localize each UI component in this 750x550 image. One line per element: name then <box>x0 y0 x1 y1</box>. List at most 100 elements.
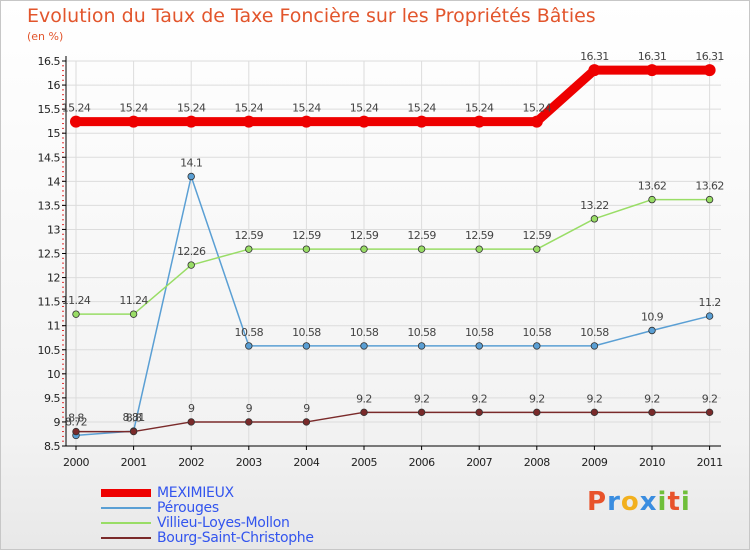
x-tick-label: 2001 <box>121 456 147 469</box>
data-label: 8.72 <box>65 415 87 428</box>
legend-item: Pérouges <box>101 499 314 516</box>
data-point <box>648 326 656 335</box>
data-point <box>473 115 486 128</box>
x-tick-label: 2011 <box>697 456 723 469</box>
y-tick-label: 16 <box>47 79 60 92</box>
data-label: 10.58 <box>580 326 609 339</box>
data-label: 9.2 <box>702 392 718 405</box>
legend-label: Villieu-Loyes-Mollon <box>157 514 290 531</box>
data-label: 9.2 <box>587 392 603 405</box>
data-point <box>300 115 313 128</box>
data-label: 10.58 <box>407 326 436 339</box>
data-label: 12.26 <box>177 245 206 258</box>
data-label: 15.24 <box>119 102 148 115</box>
data-point <box>475 245 483 253</box>
legend: MEXIMIEUX Pérouges Villieu-Loyes-Mollon Bou… <box>101 484 314 546</box>
data-label: 12.59 <box>407 229 436 242</box>
y-axis-unit: (en %) <box>27 30 64 43</box>
data-point <box>703 64 716 77</box>
series-line <box>71 65 715 127</box>
data-point <box>72 427 80 436</box>
y-tick-label: 9 <box>54 416 61 429</box>
data-label: 16.31 <box>638 50 667 63</box>
data-point <box>302 418 311 426</box>
data-label: 15.24 <box>292 102 321 115</box>
data-point <box>360 408 368 417</box>
x-tick-label: 2008 <box>524 456 550 469</box>
data-label: 13.62 <box>638 180 667 193</box>
x-tick-label: 2003 <box>236 456 262 469</box>
data-point <box>648 408 656 417</box>
data-point <box>590 342 599 350</box>
data-point <box>360 245 368 253</box>
logo-letter: r <box>607 487 621 517</box>
data-label: 8.8 <box>68 412 84 425</box>
data-point <box>242 115 255 128</box>
data-label: 15.24 <box>465 102 494 115</box>
data-point <box>360 342 368 350</box>
data-label: 8.8 <box>126 412 142 425</box>
legend-swatch <box>101 506 151 509</box>
data-point <box>187 172 195 181</box>
data-label: 12.59 <box>235 229 264 242</box>
proxiti-logo: Proxiti <box>587 487 691 517</box>
data-point <box>185 115 198 128</box>
data-point <box>245 418 253 426</box>
data-label: 10.58 <box>292 326 321 339</box>
data-label: 9.2 <box>471 392 487 405</box>
data-label: 9 <box>246 402 253 415</box>
data-point <box>72 310 80 318</box>
data-label: 11.24 <box>62 294 91 307</box>
data-label: 9.2 <box>644 392 660 405</box>
data-point <box>590 408 599 417</box>
y-tick-label: 13.5 <box>38 199 61 212</box>
data-label: 11.24 <box>119 294 148 307</box>
data-label: 15.24 <box>523 102 552 115</box>
data-point <box>533 342 541 350</box>
data-label: 15.24 <box>62 102 91 115</box>
data-point <box>705 312 714 320</box>
data-label: 15.24 <box>350 102 379 115</box>
data-point <box>475 408 483 417</box>
data-point <box>129 427 138 436</box>
y-tick-label: 12.5 <box>38 248 61 261</box>
data-label: 10.58 <box>350 326 379 339</box>
data-label: 12.59 <box>350 229 379 242</box>
legend-item: MEXIMIEUX <box>101 484 314 501</box>
x-tick-label: 2005 <box>351 456 377 469</box>
logo-letter: P <box>587 487 608 517</box>
x-tick-label: 2007 <box>466 456 492 469</box>
series-line <box>75 175 711 437</box>
data-label: 9.2 <box>356 392 372 405</box>
data-label: 15.24 <box>235 102 264 115</box>
data-point <box>70 115 82 128</box>
y-tick-label: 11 <box>47 320 60 333</box>
chart-title: Evolution du Taux de Taxe Foncière sur l… <box>27 5 596 27</box>
x-tick-label: 2009 <box>581 456 607 469</box>
legend-swatch <box>101 521 151 524</box>
legend-label: Bourg-Saint-Christophe <box>157 529 314 546</box>
data-label: 12.59 <box>523 229 552 242</box>
data-point <box>302 245 311 253</box>
data-point <box>358 115 370 128</box>
y-tick-label: 13 <box>47 223 60 236</box>
series-line <box>75 411 711 433</box>
data-point <box>705 408 714 417</box>
data-label: 12.59 <box>292 229 321 242</box>
logo-letter: t <box>667 487 681 517</box>
data-label: 12.59 <box>465 229 494 242</box>
data-point <box>417 408 426 417</box>
legend-item: Bourg-Saint-Christophe <box>101 529 314 546</box>
legend-label: MEXIMIEUX <box>157 484 234 501</box>
data-point <box>417 342 426 350</box>
legend-label: Pérouges <box>157 499 219 516</box>
data-point <box>588 64 601 77</box>
data-point <box>417 245 426 253</box>
y-tick-label: 14.5 <box>38 151 61 164</box>
data-label: 10.58 <box>523 326 552 339</box>
x-tick-label: 2002 <box>178 456 204 469</box>
data-label: 9 <box>188 402 195 415</box>
x-tick-label: 2006 <box>409 456 435 469</box>
